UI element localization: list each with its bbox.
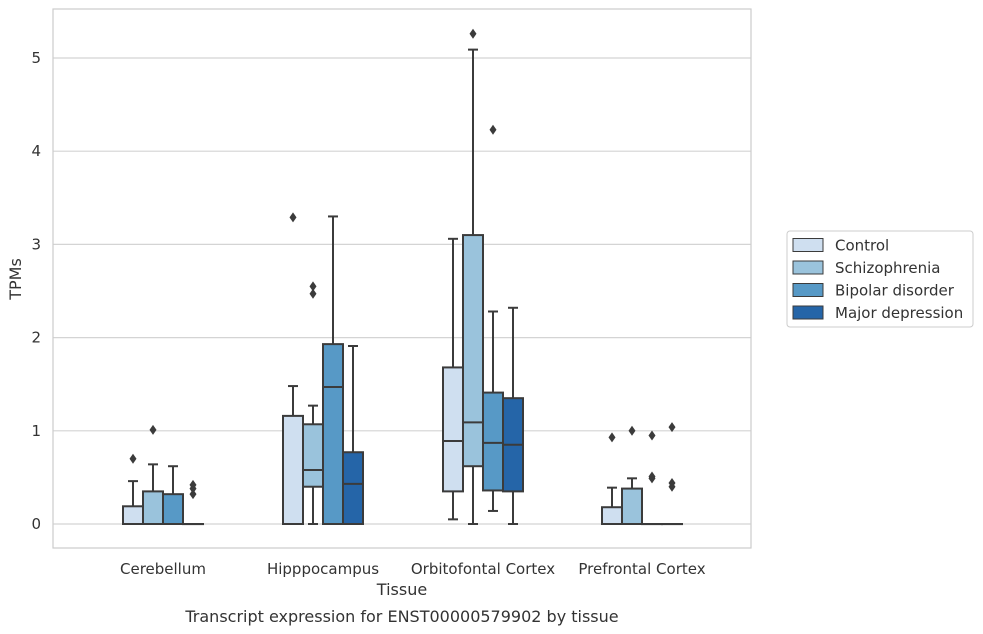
legend-swatch (792, 283, 824, 297)
box (342, 344, 364, 525)
legend-swatch (792, 305, 824, 320)
outlier-point (289, 212, 297, 223)
box-series (122, 28, 683, 526)
chart-caption: Transcript expression for ENST0000057990… (184, 607, 618, 626)
y-axis-title: TPMs (6, 258, 25, 301)
box-body (302, 423, 324, 488)
legend: Control Schizophrenia Bipolar disorder Majo… (786, 230, 974, 328)
y-axis: 0 1 2 3 4 5 (31, 49, 41, 533)
outlier-point (189, 479, 197, 490)
box-body (162, 493, 184, 525)
x-tick-label: Cerebellum (120, 560, 206, 578)
box-body (322, 343, 344, 525)
outlier-point (149, 424, 157, 435)
box-body (122, 505, 144, 525)
box (122, 453, 144, 525)
box-body (282, 414, 304, 525)
y-tick-label: 1 (31, 422, 41, 440)
gridlines (53, 57, 751, 525)
box (502, 306, 524, 525)
y-tick-label: 2 (31, 329, 41, 347)
outlier-point (608, 432, 616, 443)
box (142, 424, 164, 526)
y-tick-label: 5 (31, 49, 41, 67)
box (462, 28, 484, 525)
legend-swatch (792, 260, 824, 275)
box (601, 432, 623, 525)
box-body (601, 506, 623, 525)
x-axis-title: Tissue (376, 580, 427, 599)
outlier-point (309, 288, 317, 299)
outlier-point (189, 489, 197, 500)
outlier-point (489, 124, 497, 135)
box-body (621, 487, 643, 526)
legend-swatch (792, 238, 824, 252)
box-body (482, 391, 504, 492)
x-axis: Cerebellum Hipppocampus Orbitofontal Corte… (120, 560, 706, 578)
box-body (462, 234, 484, 468)
legend-label: Schizophrenia (835, 259, 940, 277)
legend-label: Control (835, 237, 889, 255)
box (641, 430, 663, 526)
box (162, 465, 184, 525)
box (282, 212, 304, 525)
box (322, 215, 344, 525)
outlier-point (628, 425, 636, 436)
legend-label: Major depression (835, 304, 963, 322)
box-body (442, 366, 464, 493)
outlier-point (309, 281, 317, 292)
outlier-point (668, 477, 676, 488)
box (482, 124, 504, 512)
outlier-point (469, 28, 477, 39)
box-body (142, 490, 164, 526)
box (661, 422, 683, 526)
x-tick-label: Orbitofontal Cortex (411, 560, 555, 578)
y-tick-label: 4 (31, 142, 41, 160)
outlier-point (668, 422, 676, 433)
outlier-point (648, 430, 656, 441)
box (302, 281, 324, 525)
outlier-point (129, 453, 137, 464)
box (182, 479, 204, 526)
box (442, 237, 464, 521)
box (621, 425, 643, 526)
box-body (342, 451, 364, 525)
y-tick-label: 3 (31, 235, 41, 253)
y-tick-label: 0 (31, 515, 41, 533)
legend-frame (786, 230, 974, 328)
x-tick-label: Prefrontal Cortex (578, 560, 705, 578)
x-tick-label: Hipppocampus (267, 560, 379, 578)
outlier-point (648, 471, 656, 482)
plot-frame (52, 8, 752, 549)
legend-label: Bipolar disorder (835, 282, 955, 300)
